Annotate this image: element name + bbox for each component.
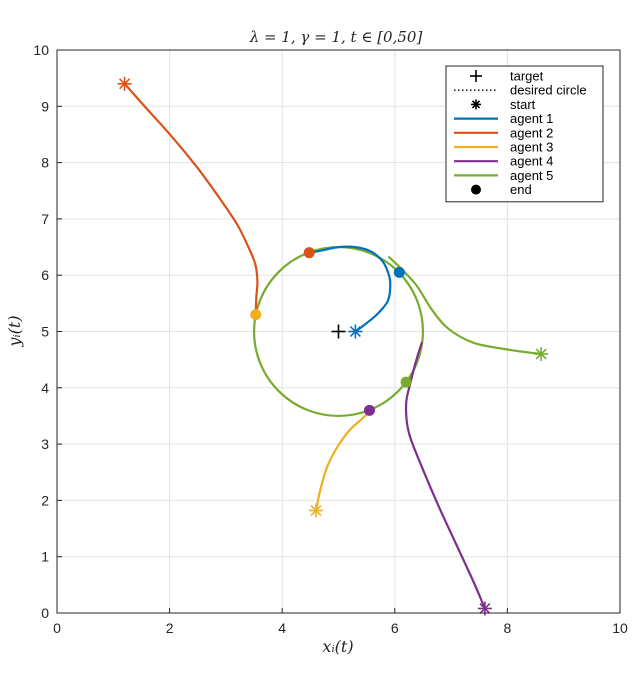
x-axis-label: xᵢ(t) — [322, 637, 353, 656]
chart-title: λ = 1, γ = 1, t ∈ [0,50] — [249, 28, 423, 46]
end-marker-agent-1 — [393, 266, 405, 278]
y-axis-label: yᵢ(t) — [5, 315, 24, 347]
legend-swatch — [470, 70, 482, 82]
legend-label: desired circle — [510, 83, 587, 98]
legend-label: agent 5 — [510, 168, 553, 183]
x-tick-label: 4 — [278, 620, 286, 636]
legend-item: target — [470, 69, 544, 84]
legend-item: end — [471, 182, 532, 197]
x-tick-label: 2 — [166, 620, 174, 636]
legend-label: start — [510, 97, 536, 112]
start-marker-agent-3 — [308, 503, 323, 518]
y-tick-label: 9 — [41, 98, 49, 114]
y-tick-label: 0 — [41, 605, 49, 621]
legend-label: agent 2 — [510, 125, 553, 140]
legend-label: agent 4 — [510, 154, 553, 169]
legend-item: agent 3 — [454, 140, 553, 155]
end-marker-agent-2 — [303, 247, 315, 259]
y-tick-label: 2 — [41, 492, 49, 508]
x-tick-label: 10 — [612, 620, 628, 636]
legend-item: agent 2 — [454, 125, 553, 140]
target-marker — [331, 324, 346, 339]
legend-swatch — [471, 99, 481, 110]
legend-item: start — [471, 97, 536, 112]
x-tick-label: 8 — [504, 620, 512, 636]
x-tick-label: 0 — [53, 620, 61, 636]
y-tick-label: 10 — [33, 42, 49, 58]
end-marker-agent-4 — [363, 404, 375, 416]
legend-label: end — [510, 182, 532, 197]
legend-label: agent 3 — [510, 140, 553, 155]
series-line-agent-4 — [404, 341, 486, 610]
legend-item: desired circle — [454, 83, 587, 98]
start-marker-agent-5 — [534, 347, 549, 362]
y-tick-label: 4 — [41, 380, 49, 396]
start-marker-agent-1 — [348, 324, 363, 339]
legend-item: agent 4 — [454, 154, 553, 169]
series-line-agent-1 — [309, 245, 392, 333]
plot-frame — [56, 49, 621, 614]
legend-label: agent 1 — [510, 111, 553, 126]
start-marker-agent-2 — [117, 76, 132, 91]
y-tick-label: 3 — [41, 436, 49, 452]
legend-label: target — [510, 69, 544, 84]
y-tick-label: 8 — [41, 155, 49, 171]
legend-item: agent 1 — [454, 111, 553, 126]
end-marker-agent-5 — [400, 376, 412, 388]
y-tick-label: 6 — [41, 267, 49, 283]
y-tick-label: 7 — [41, 211, 49, 227]
series-line-agent-3 — [314, 410, 371, 512]
tick-labels: 0 2 4 6 8 10 0 1 2 3 4 5 6 7 8 9 10 — [33, 42, 628, 636]
series-line-agent-2 — [123, 82, 259, 316]
end-marker-agent-3 — [250, 309, 262, 321]
x-tick-label: 6 — [391, 620, 399, 636]
legend-item: agent 5 — [454, 168, 553, 183]
y-tick-label: 5 — [41, 324, 49, 340]
legend-swatch — [471, 184, 481, 195]
marker-layer — [117, 76, 549, 616]
y-tick-label: 1 — [41, 549, 49, 565]
